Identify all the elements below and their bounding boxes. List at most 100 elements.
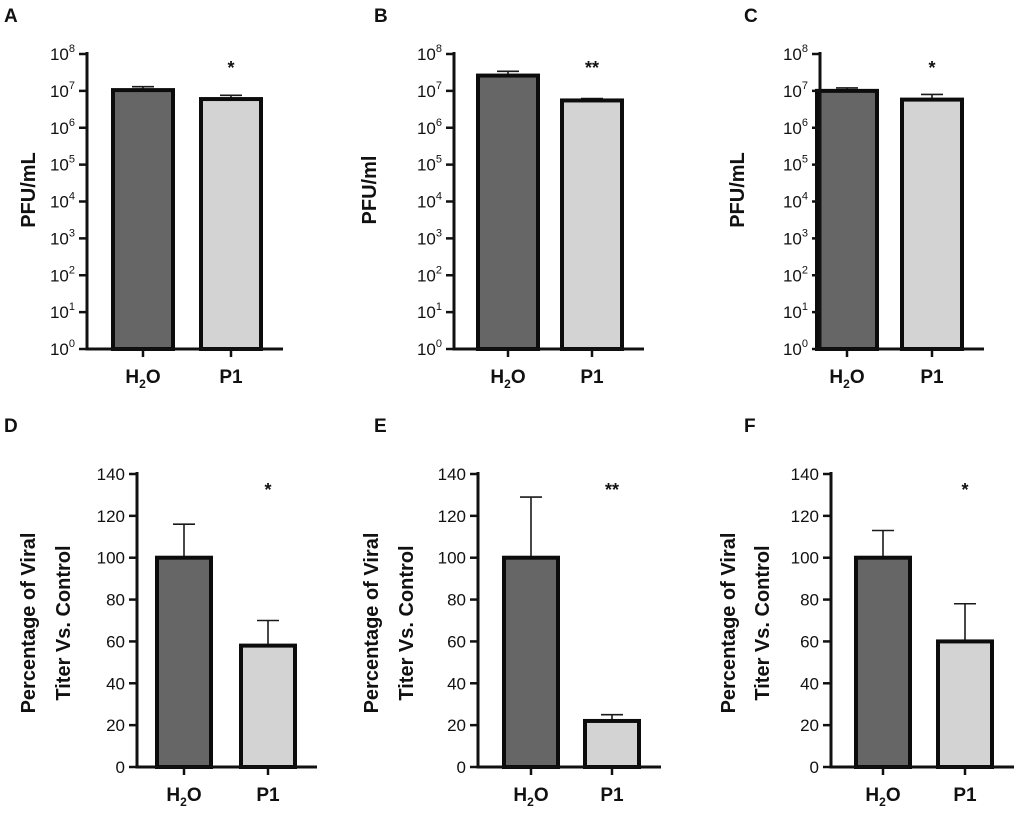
y-tick-label: 20 bbox=[106, 716, 125, 735]
category-label-p1: P1 bbox=[600, 785, 624, 806]
category-label-p1: P1 bbox=[953, 785, 977, 806]
y-axis-label: Percentage of Viral bbox=[361, 533, 383, 714]
y-tick-label: 103 bbox=[783, 227, 808, 248]
panel-c: C PFU/mL * 100 101 102 103 104 105 106 107 108 H2O P1 bbox=[727, 6, 984, 391]
y-tick-label: 60 bbox=[447, 632, 466, 651]
y-tick-label: 0 bbox=[116, 758, 125, 777]
y-tick-label: 140 bbox=[97, 465, 125, 484]
y-axis-label: Percentage of Viral bbox=[718, 533, 740, 714]
panel-e: E Percentage of Viral Titer Vs. Control ** 0… bbox=[361, 416, 661, 809]
y-tick-label: 40 bbox=[800, 674, 819, 693]
y-tick-label: 108 bbox=[783, 43, 808, 64]
bar-p1 bbox=[239, 643, 297, 769]
y-axis-label: PFU/mL bbox=[18, 152, 40, 228]
category-label-h2o: H2O bbox=[125, 367, 160, 391]
y-tick-label: 108 bbox=[50, 43, 75, 64]
panel-letter: B bbox=[374, 6, 388, 27]
panel-letter: A bbox=[4, 6, 18, 27]
y-tick-label: 100 bbox=[417, 338, 442, 359]
y-tick-label: 106 bbox=[50, 117, 75, 138]
bar-h2o bbox=[815, 88, 879, 351]
y-tick-label: 20 bbox=[447, 716, 466, 735]
significance-marker: ** bbox=[605, 480, 619, 500]
y-tick-label: 140 bbox=[438, 465, 466, 484]
y-tick-label: 103 bbox=[417, 227, 442, 248]
y-axis-label: PFU/ml bbox=[359, 156, 381, 225]
panel-letter: F bbox=[744, 416, 756, 437]
bar-p1 bbox=[583, 718, 641, 770]
y-axis-label: Titer Vs. Control bbox=[53, 545, 75, 700]
bar-h2o bbox=[155, 555, 213, 770]
y-tick-label: 105 bbox=[783, 154, 808, 175]
y-tick-label: 106 bbox=[417, 117, 442, 138]
y-tick-label: 40 bbox=[447, 674, 466, 693]
y-tick-label: 102 bbox=[50, 264, 75, 285]
y-tick-label: 60 bbox=[800, 632, 819, 651]
y-axis-label: Percentage of Viral bbox=[18, 533, 40, 714]
panel-letter: E bbox=[374, 416, 387, 437]
y-tick-label: 0 bbox=[457, 758, 466, 777]
y-tick-label: 40 bbox=[106, 674, 125, 693]
y-tick-label: 102 bbox=[783, 264, 808, 285]
y-tick-label: 120 bbox=[438, 507, 466, 526]
bar-p1 bbox=[936, 639, 994, 770]
panel-letter: D bbox=[4, 416, 18, 437]
y-tick-label: 103 bbox=[50, 227, 75, 248]
bar-p1 bbox=[560, 98, 624, 351]
bar-h2o bbox=[476, 73, 540, 352]
panel-a: A PFU/mL * 100 101 102 103 104 105 106 107 108 H2O P1 bbox=[4, 6, 283, 391]
y-tick-label: 100 bbox=[783, 338, 808, 359]
y-tick-label: 60 bbox=[106, 632, 125, 651]
bar-h2o bbox=[502, 555, 560, 770]
y-tick-label: 105 bbox=[50, 154, 75, 175]
y-tick-label: 0 bbox=[810, 758, 819, 777]
bar-p1 bbox=[199, 97, 263, 351]
y-tick-label: 80 bbox=[447, 591, 466, 610]
y-tick-label: 101 bbox=[50, 301, 75, 322]
y-tick-label: 120 bbox=[97, 507, 125, 526]
y-tick-label: 107 bbox=[783, 80, 808, 101]
category-label-p1: P1 bbox=[580, 367, 604, 388]
y-tick-label: 100 bbox=[438, 549, 466, 568]
y-tick-label: 20 bbox=[800, 716, 819, 735]
y-tick-label: 102 bbox=[417, 264, 442, 285]
y-axis-label: Titer Vs. Control bbox=[396, 545, 418, 700]
y-tick-label: 101 bbox=[417, 301, 442, 322]
y-tick-label: 80 bbox=[106, 591, 125, 610]
significance-marker: * bbox=[227, 58, 234, 78]
category-label-h2o: H2O bbox=[865, 785, 900, 809]
panel-b: B PFU/ml ** 100 101 102 103 104 105 106 107 108 H2O P… bbox=[359, 6, 644, 391]
y-tick-label: 108 bbox=[417, 43, 442, 64]
bar-p1 bbox=[900, 97, 964, 352]
y-axis-label: Titer Vs. Control bbox=[752, 545, 774, 700]
category-label-h2o: H2O bbox=[829, 367, 864, 391]
y-tick-label: 107 bbox=[50, 80, 75, 101]
y-tick-label: 104 bbox=[783, 191, 808, 212]
y-tick-label: 101 bbox=[783, 301, 808, 322]
category-label-h2o: H2O bbox=[513, 785, 548, 809]
bar-h2o bbox=[111, 88, 175, 351]
y-tick-label: 100 bbox=[791, 549, 819, 568]
significance-marker: * bbox=[264, 480, 271, 500]
y-tick-label: 120 bbox=[791, 507, 819, 526]
category-label-p1: P1 bbox=[920, 367, 944, 388]
significance-marker: ** bbox=[585, 58, 599, 78]
category-label-h2o: H2O bbox=[166, 785, 201, 809]
y-tick-label: 104 bbox=[50, 191, 75, 212]
y-tick-label: 104 bbox=[417, 191, 442, 212]
y-tick-label: 140 bbox=[791, 465, 819, 484]
category-label-h2o: H2O bbox=[490, 367, 525, 391]
y-tick-label: 106 bbox=[783, 117, 808, 138]
y-tick-label: 100 bbox=[97, 549, 125, 568]
category-label-p1: P1 bbox=[256, 785, 280, 806]
y-tick-label: 100 bbox=[50, 338, 75, 359]
bar-h2o bbox=[854, 555, 912, 770]
significance-marker: * bbox=[928, 58, 935, 78]
panel-letter: C bbox=[744, 6, 758, 27]
y-tick-label: 105 bbox=[417, 154, 442, 175]
panel-d: D Percentage of Viral Titer Vs. Control * 0 2… bbox=[4, 416, 317, 809]
y-axis-label: PFU/mL bbox=[727, 152, 749, 228]
category-label-p1: P1 bbox=[219, 367, 243, 388]
y-tick-label: 107 bbox=[417, 80, 442, 101]
